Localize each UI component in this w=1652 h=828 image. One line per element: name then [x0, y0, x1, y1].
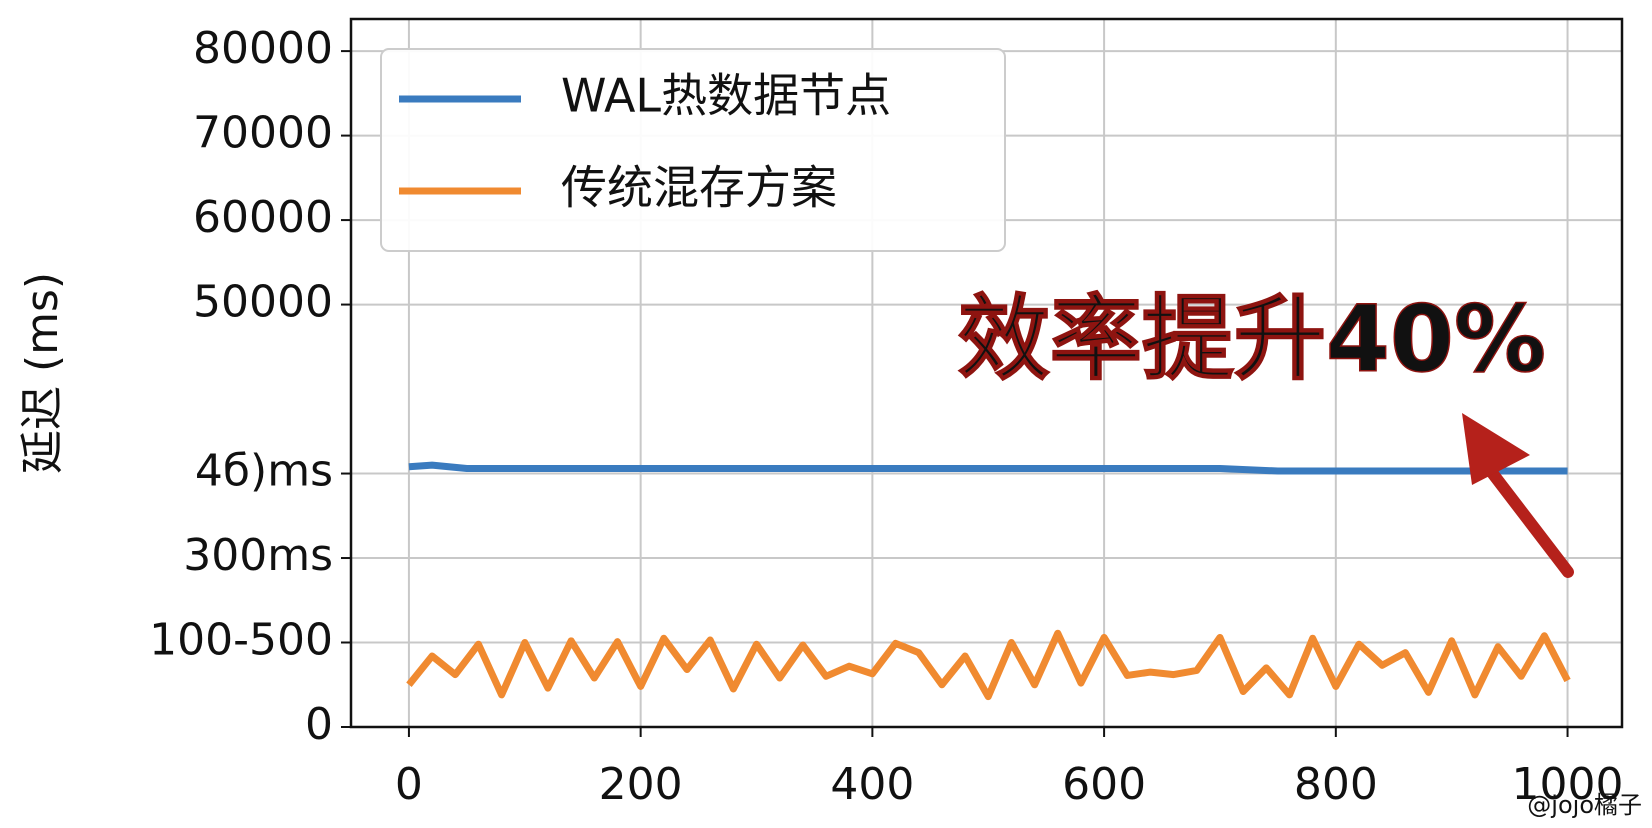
annotation: 效率提升40% [958, 285, 1546, 392]
x-tick-label: 0 [395, 759, 423, 810]
y-tick-label: 100-500 [149, 615, 333, 666]
y-tick-label: 70000 [193, 108, 333, 159]
x-tick-label: 600 [1062, 759, 1146, 810]
x-tick-label: 800 [1294, 759, 1378, 810]
y-tick-label: 80000 [193, 23, 333, 74]
legend-label: 传统混存方案 [561, 161, 837, 215]
series-line [406, 629, 1571, 701]
x-tick-label: 200 [599, 759, 683, 810]
y-tick-label: 4б)ms [195, 446, 333, 497]
plot-frame [349, 17, 1624, 729]
legend-label: WAL热数据节点 [561, 69, 891, 123]
x-tick-label: 1000 [1512, 759, 1624, 810]
y-tick-label: 60000 [193, 192, 333, 243]
legend-box [380, 48, 1006, 252]
watermark: @jojo橘子 [1527, 791, 1642, 819]
y-tick-label: 0 [305, 699, 333, 750]
annotation-arrowhead [1462, 413, 1530, 485]
y-tick-label: 300ms [183, 530, 333, 581]
x-tick-label: 400 [830, 759, 914, 810]
annotation-arrow [1484, 464, 1574, 578]
series-line [408, 461, 1568, 475]
y-tick-label: 50000 [193, 277, 333, 328]
y-axis-label: 延迟 (ms) [17, 272, 68, 474]
